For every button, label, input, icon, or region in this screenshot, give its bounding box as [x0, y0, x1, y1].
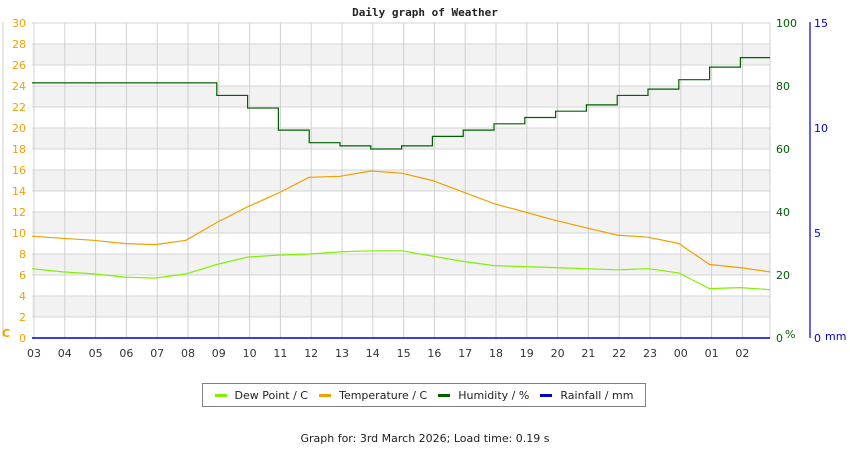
x-tick-label: 16: [427, 347, 441, 360]
x-tick-label: 02: [735, 347, 749, 360]
legend: Dew Point / C Temperature / C Humidity / %…: [202, 383, 646, 407]
x-tick-label: 04: [58, 347, 72, 360]
left-tick-label: 6: [19, 269, 26, 282]
legend-label: Dew Point / C: [234, 388, 308, 402]
x-tick-label: 07: [150, 347, 164, 360]
grid-band: [32, 44, 770, 65]
left-tick-label: 14: [12, 185, 26, 198]
left-tick-label: 24: [12, 80, 26, 93]
rainfall-axis-ticks: 0 5 10 15: [814, 17, 828, 345]
x-tick-label: 20: [551, 347, 565, 360]
left-tick-label: 2: [19, 311, 26, 324]
x-tick-label: 22: [612, 347, 626, 360]
rainfall-axis-unit-label: mm: [825, 330, 846, 343]
x-tick-label: 15: [397, 347, 411, 360]
legend-label: Rainfall / mm: [560, 388, 634, 402]
x-tick-label: 05: [89, 347, 103, 360]
alternating-bands: [32, 44, 770, 317]
left-tick-label: 30: [12, 17, 26, 30]
rainfall-tick-label: 5: [814, 227, 821, 240]
grid-band: [32, 296, 770, 317]
humidity-tick-label: 40: [776, 206, 790, 219]
x-tick-label: 01: [705, 347, 719, 360]
humidity-tick-label: 80: [776, 80, 790, 93]
humidity-axis-unit-label: %: [785, 328, 795, 341]
grid-band: [32, 170, 770, 191]
grid-lines: [32, 22, 771, 339]
series-line-humidity: [32, 57, 770, 150]
left-tick-label: 4: [19, 290, 26, 303]
x-tick-label: 12: [304, 347, 318, 360]
legend-label: Humidity / %: [458, 388, 530, 402]
left-tick-label: 10: [12, 227, 26, 240]
humidity-tick-label: 20: [776, 269, 790, 282]
legend-item: Humidity / %: [438, 389, 529, 402]
humidity-tick-label: 0: [776, 332, 783, 345]
left-tick-label: 26: [12, 59, 26, 72]
data-series: [31, 57, 771, 339]
left-tick-label: 20: [12, 122, 26, 135]
humidity-tick-label: 100: [776, 17, 797, 30]
x-tick-label: 21: [581, 347, 595, 360]
rainfall-tick-label: 0: [814, 332, 821, 345]
grid-band: [32, 212, 770, 233]
rainfall-tick-label: 10: [814, 122, 828, 135]
humidity-axis-ticks: 0 20 40 60 80 100: [776, 17, 797, 345]
legend-swatch-icon: [438, 393, 451, 397]
chart-title: Daily graph of Weather: [352, 6, 498, 19]
legend-item: Dew Point / C: [214, 388, 308, 402]
legend-item: Temperature / C: [319, 389, 427, 402]
left-tick-label: 22: [12, 101, 26, 114]
legend-swatch-icon: [319, 393, 332, 397]
footer-status: Graph for: 3rd March 2026; Load time: 0.…: [300, 432, 550, 445]
left-axis-unit-label: C: [2, 327, 10, 340]
x-tick-label: 10: [243, 347, 257, 360]
legend-swatch-icon: [214, 393, 227, 397]
grid-band: [32, 254, 770, 275]
series-line-temperature-c: [31, 170, 771, 273]
left-tick-label: 12: [12, 206, 26, 219]
x-tick-label: 09: [212, 347, 226, 360]
x-tick-label: 13: [335, 347, 349, 360]
legend-swatch-icon: [540, 393, 553, 397]
left-tick-label: 16: [12, 164, 26, 177]
left-tick-label: 28: [12, 38, 26, 51]
x-tick-label: 19: [520, 347, 534, 360]
x-tick-label: 17: [458, 347, 472, 360]
x-tick-label: 03: [27, 347, 41, 360]
rainfall-tick-label: 15: [814, 17, 828, 30]
left-tick-label: 18: [12, 143, 26, 156]
x-tick-label: 08: [181, 347, 195, 360]
series-line-dew-point-c: [31, 250, 771, 291]
left-tick-label: 0: [19, 332, 26, 345]
legend-item: Rainfall / mm: [540, 389, 633, 402]
grid-band: [32, 128, 770, 149]
x-tick-label: 18: [489, 347, 503, 360]
x-tick-label: 00: [674, 347, 688, 360]
humidity-tick-label: 60: [776, 143, 790, 156]
x-tick-label: 23: [643, 347, 657, 360]
x-tick-label: 06: [119, 347, 133, 360]
legend-label: Temperature / C: [339, 388, 428, 402]
left-tick-label: 8: [19, 248, 26, 261]
x-tick-label: 11: [273, 347, 287, 360]
x-tick-label: 14: [366, 347, 380, 360]
x-axis-ticks: 03 04 05 06 07 08 09 10 11 12 13 14 15 16 17 18 19 20 21 22…: [27, 347, 749, 360]
